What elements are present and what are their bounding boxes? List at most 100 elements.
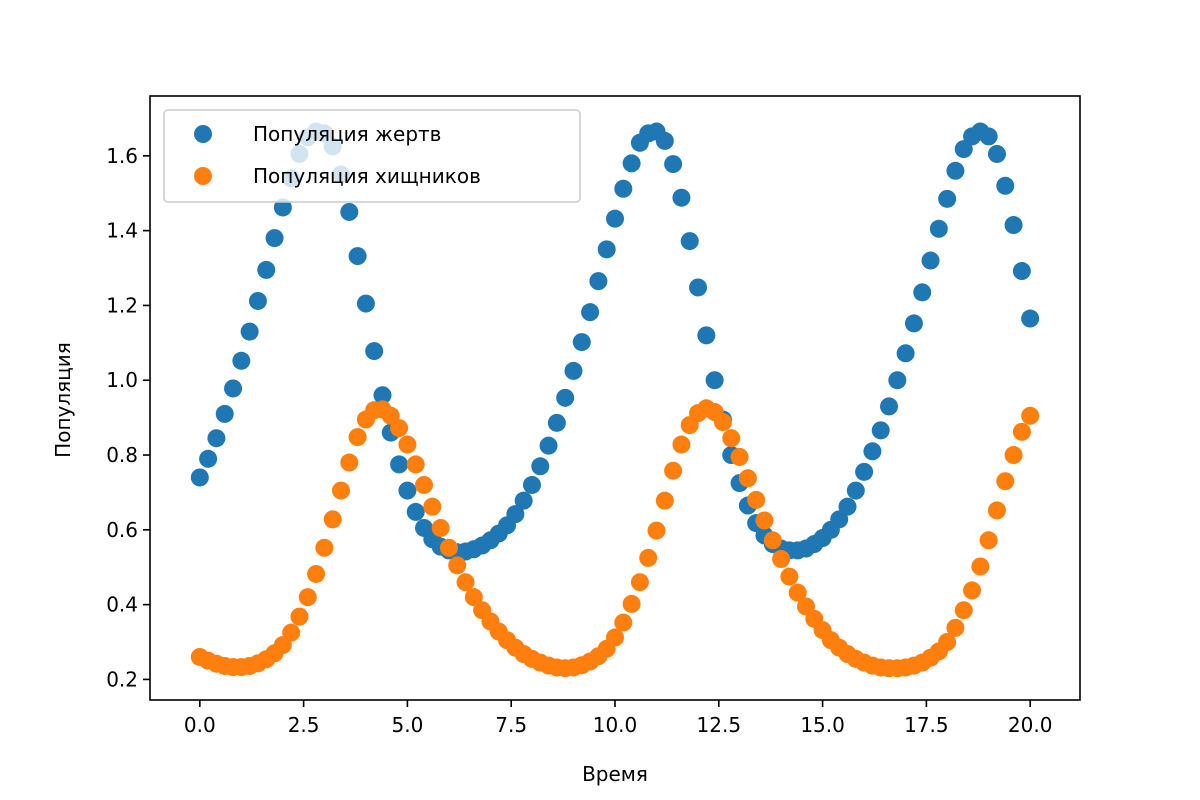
x-tick-label: 15.0 xyxy=(800,713,845,737)
data-point xyxy=(298,588,317,607)
series-predator xyxy=(190,399,1040,678)
data-point xyxy=(265,229,284,248)
legend-marker xyxy=(194,125,212,143)
data-point xyxy=(655,131,674,150)
data-point xyxy=(406,455,425,474)
legend: Популяция жертв Популяция хищников xyxy=(163,109,581,203)
y-tick-label: 0.4 xyxy=(106,593,138,617)
data-point xyxy=(747,490,766,509)
data-point xyxy=(880,397,899,416)
data-point xyxy=(946,618,965,637)
data-point xyxy=(282,623,301,642)
data-point xyxy=(987,144,1006,163)
data-point xyxy=(606,209,624,228)
data-point xyxy=(772,550,791,569)
data-point xyxy=(323,510,342,529)
data-point xyxy=(331,481,350,500)
data-point xyxy=(307,564,326,583)
data-point xyxy=(207,429,226,448)
data-point xyxy=(290,607,309,626)
data-point xyxy=(622,594,641,613)
data-point xyxy=(830,510,849,529)
data-point xyxy=(705,371,724,390)
data-point xyxy=(979,127,998,146)
data-point xyxy=(448,556,467,575)
data-point xyxy=(522,475,541,494)
data-point xyxy=(996,472,1015,491)
data-point xyxy=(996,176,1015,195)
data-point xyxy=(589,272,608,291)
y-tick-label: 1.4 xyxy=(106,219,138,243)
data-point xyxy=(855,462,874,481)
data-point xyxy=(680,232,699,251)
data-point xyxy=(871,421,890,440)
data-point xyxy=(979,531,998,550)
data-point xyxy=(240,322,259,341)
y-tick-label: 1.2 xyxy=(106,293,138,317)
data-point xyxy=(232,351,251,370)
data-point xyxy=(664,155,683,174)
data-point xyxy=(506,505,525,524)
data-point xyxy=(904,314,923,333)
legend-marker xyxy=(194,167,212,185)
data-point xyxy=(722,429,741,448)
legend-box xyxy=(163,109,581,203)
data-point xyxy=(224,379,243,398)
data-point xyxy=(1012,422,1031,441)
x-tick-label: 5.0 xyxy=(392,713,424,737)
data-point xyxy=(780,567,799,586)
data-point xyxy=(672,188,691,207)
data-point xyxy=(514,491,533,510)
data-point xyxy=(572,333,591,352)
data-point xyxy=(190,468,209,487)
axes-frame xyxy=(149,95,1081,701)
data-point xyxy=(697,326,716,345)
data-point xyxy=(630,573,649,592)
y-tick-label: 1.0 xyxy=(106,368,138,392)
data-point xyxy=(273,198,292,217)
data-point xyxy=(1004,216,1023,235)
data-point xyxy=(846,481,865,500)
data-point xyxy=(439,538,458,557)
data-point xyxy=(921,251,940,270)
data-point xyxy=(423,497,442,516)
y-axis: 0.2 0.4 0.6 0.8 1.0 1.2 1.4 1.6 xyxy=(106,144,150,691)
data-point xyxy=(929,219,948,238)
data-point xyxy=(431,518,450,537)
data-point xyxy=(954,140,973,159)
data-point xyxy=(1021,406,1040,425)
y-axis-label: Популяция xyxy=(51,342,75,458)
data-point xyxy=(838,497,857,516)
data-point xyxy=(464,588,483,607)
data-point xyxy=(946,161,965,180)
data-point xyxy=(863,442,882,461)
x-tick-label: 17.5 xyxy=(904,713,949,737)
data-point xyxy=(340,202,359,221)
data-point xyxy=(564,361,583,380)
x-tick-label: 2.5 xyxy=(288,713,320,737)
data-point xyxy=(356,294,375,313)
data-point xyxy=(199,449,218,468)
data-point xyxy=(655,491,674,510)
data-point xyxy=(971,557,990,576)
data-point xyxy=(547,413,566,432)
data-point xyxy=(1012,262,1031,281)
data-point xyxy=(614,613,633,632)
y-tick-label: 0.2 xyxy=(106,667,138,691)
data-point xyxy=(1004,446,1023,465)
data-point xyxy=(614,179,633,198)
data-point xyxy=(664,461,683,480)
data-point xyxy=(788,583,807,602)
data-point xyxy=(398,481,417,500)
data-point xyxy=(738,469,757,488)
data-point xyxy=(987,501,1006,520)
data-point xyxy=(730,447,749,466)
y-tick-label: 0.6 xyxy=(106,518,138,542)
data-point xyxy=(215,404,234,423)
data-point xyxy=(556,388,575,407)
data-point xyxy=(348,428,367,447)
data-point xyxy=(639,548,658,567)
data-point xyxy=(373,386,392,405)
data-point xyxy=(248,291,267,310)
